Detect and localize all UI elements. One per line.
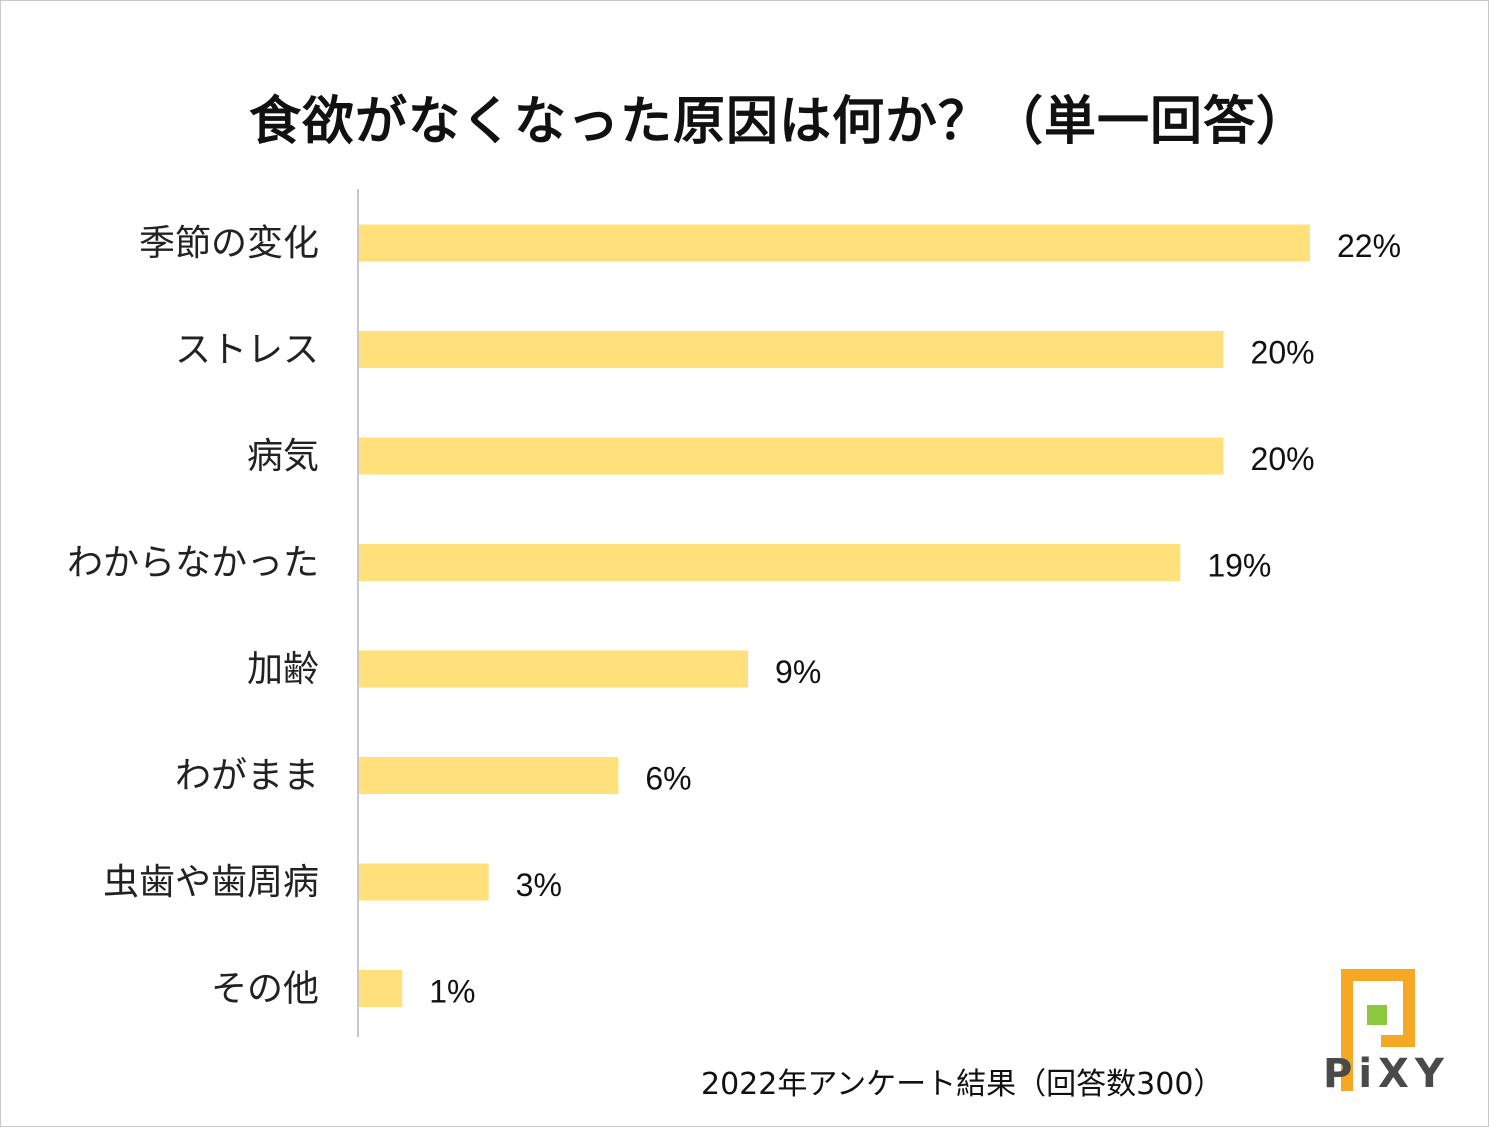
value-label-0: 22% <box>1337 228 1401 264</box>
category-label-0: 季節の変化 <box>139 223 319 264</box>
bar-2 <box>359 437 1224 475</box>
bar-0 <box>359 224 1310 262</box>
value-label-6: 3% <box>516 867 562 903</box>
bar-7 <box>359 970 403 1007</box>
value-label-2: 20% <box>1251 441 1315 477</box>
value-label-7: 1% <box>429 974 475 1010</box>
value-label-4: 9% <box>775 654 821 690</box>
bar-1 <box>359 331 1224 368</box>
pixy-logo-icon <box>1341 969 1415 1091</box>
value-label-3: 19% <box>1207 548 1271 584</box>
category-label-2: 病気 <box>247 436 319 477</box>
category-label-1: ストレス <box>175 330 319 371</box>
chart-title: 食欲がなくなった原因は何か？（単一回答） <box>248 92 1309 152</box>
category-label-7: その他 <box>211 969 319 1010</box>
value-label-1: 20% <box>1251 335 1315 371</box>
category-label-6: 虫歯や歯周病 <box>103 862 319 903</box>
bar-6 <box>359 863 489 901</box>
value-label-5: 6% <box>645 761 691 797</box>
bar-3 <box>359 544 1181 581</box>
bar-5 <box>359 757 619 794</box>
category-label-3: わからなかった <box>67 543 319 584</box>
brand-name: PiXY <box>1323 1051 1450 1097</box>
category-label-5: わがまま <box>175 756 319 797</box>
bar-4 <box>359 650 749 688</box>
category-label-4: 加齢 <box>247 649 319 690</box>
survey-footer: 2022年アンケート結果（回答数300） <box>701 1067 1224 1102</box>
